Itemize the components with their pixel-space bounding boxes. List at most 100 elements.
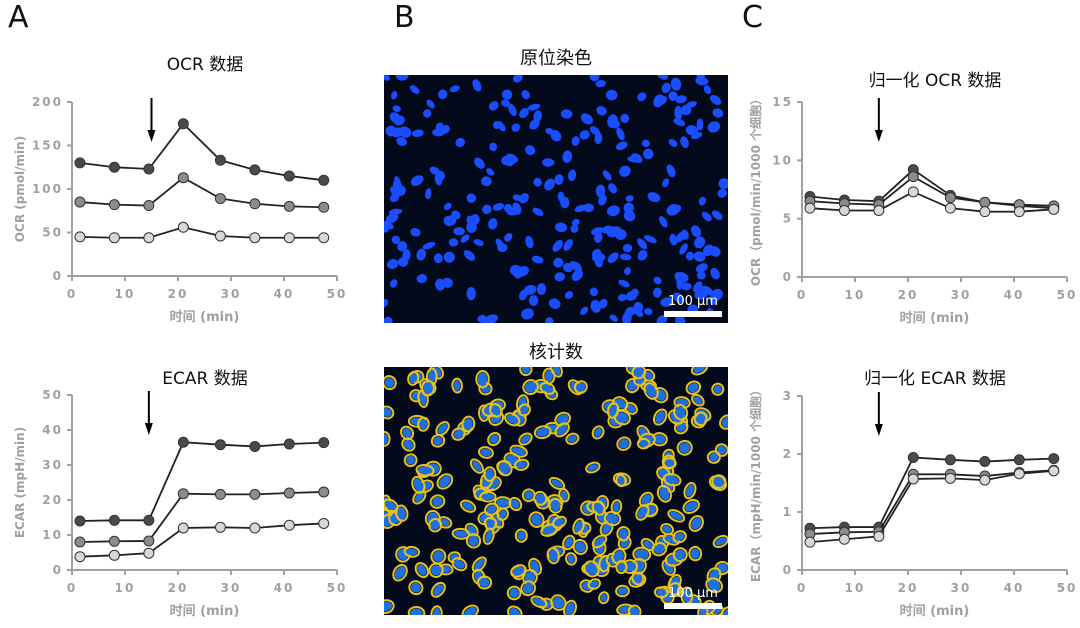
nucleus: [673, 403, 689, 421]
y-tick-label: 30: [42, 458, 63, 472]
nucleus: [483, 516, 498, 531]
data-point-light: [804, 202, 816, 214]
nucleus-body: [501, 155, 511, 166]
y-tick-label: 200: [32, 95, 63, 109]
nucleus-body: [564, 291, 574, 299]
nucleus: [531, 255, 544, 264]
nucleus-body: [384, 75, 390, 81]
nucleus: [423, 109, 432, 118]
nucleus-outline: [478, 446, 494, 459]
nucleus-body: [432, 496, 443, 507]
nucleus-body: [589, 287, 599, 297]
nucleus-body: [506, 414, 518, 424]
nucleus: [610, 499, 623, 515]
nucleus: [616, 141, 628, 151]
nucleus: [501, 155, 511, 166]
nucleus: [430, 581, 446, 598]
data-point-mid: [318, 486, 330, 498]
nucleus: [685, 380, 702, 395]
nucleus-body: [634, 549, 649, 560]
nucleus-outline: [436, 473, 454, 490]
nucleus-body: [668, 139, 678, 147]
nucleus-body: [431, 565, 442, 576]
nucleus-outline: [612, 472, 632, 487]
series-line-light: [809, 190, 1054, 213]
nucleus: [533, 177, 542, 187]
y-axis-label: OCR (pmol/min): [13, 136, 27, 242]
nucleus-body: [560, 109, 573, 119]
nucleus-body: [479, 578, 490, 588]
nucleus-outline: [705, 577, 724, 594]
nucleus: [425, 188, 432, 200]
nucleus-outline: [606, 402, 620, 419]
nucleus: [392, 105, 401, 113]
nucleus: [688, 515, 704, 532]
nucleus: [675, 231, 687, 243]
nucleus: [514, 528, 528, 543]
nucleus: [627, 156, 641, 163]
nucleus-body: [617, 476, 625, 485]
nucleus: [691, 393, 705, 407]
nucleus-body: [622, 243, 633, 253]
nucleus: [408, 580, 424, 596]
nucleus: [652, 408, 668, 426]
nucleus-body: [485, 468, 494, 480]
nucleus: [625, 290, 638, 301]
nucleus-outline: [685, 380, 702, 395]
nucleus-outline: [712, 534, 728, 549]
y-tick-label: 10: [42, 528, 63, 542]
nucleus: [512, 194, 522, 201]
data-point-dark: [944, 454, 956, 466]
nucleus-outline: [615, 584, 630, 598]
nucleus-body: [627, 156, 641, 163]
nucleus: [513, 458, 530, 471]
arrow-head-icon: [147, 130, 156, 142]
nucleus: [591, 500, 606, 516]
nucleus-outline: [714, 560, 728, 576]
nucleus: [398, 257, 409, 267]
nucleus: [554, 411, 571, 427]
data-point-light: [873, 205, 885, 216]
x-tick-label: 30: [221, 581, 242, 595]
nucleus-outline: [484, 502, 499, 517]
nucleus-outline: [552, 515, 567, 529]
nucleus-body: [693, 281, 703, 293]
nucleus-body: [693, 367, 706, 373]
nucleus-body: [489, 142, 498, 152]
nucleus-body: [492, 203, 505, 211]
nucleus-outline: [451, 427, 466, 441]
nucleus-body: [682, 588, 691, 603]
nucleus: [415, 463, 435, 477]
nucleus-body: [723, 608, 728, 615]
nucleus: [477, 314, 487, 323]
nucleus-outline: [496, 507, 509, 521]
nucleus-body: [391, 235, 401, 244]
nucleus: [441, 277, 453, 288]
nucleus-outline: [627, 604, 642, 615]
nucleus-body: [613, 550, 624, 563]
nucleus-body: [607, 252, 619, 263]
nucleus: [605, 89, 618, 101]
nucleus-outline: [667, 509, 686, 523]
nucleus: [409, 85, 420, 94]
chart-0: OCR 数据 0 10 20 30 40 50 0 50 100 150 200 时间 (min) OCR…: [13, 55, 345, 325]
data-point-light: [143, 547, 155, 559]
image-title-staining: 原位染色: [520, 48, 592, 69]
nucleus: [707, 121, 721, 133]
nucleus: [695, 76, 709, 86]
y-axis-label: ECAR（mpH/min/1000 个细胞）: [748, 384, 763, 582]
nucleus: [617, 294, 627, 302]
panel-label-a: A: [8, 0, 29, 35]
nucleus-body: [388, 208, 403, 215]
nucleus: [529, 119, 540, 130]
nucleus-body: [552, 367, 561, 376]
nucleus: [712, 108, 724, 118]
data-point-light: [214, 521, 226, 533]
nucleus: [401, 437, 416, 452]
nucleus: [615, 473, 627, 488]
scale-bar: 100 µm: [664, 294, 722, 317]
nucleus-outline: [711, 474, 727, 490]
nucleus: [637, 250, 648, 261]
nucleus-outline: [625, 377, 640, 394]
nucleus: [403, 545, 421, 558]
